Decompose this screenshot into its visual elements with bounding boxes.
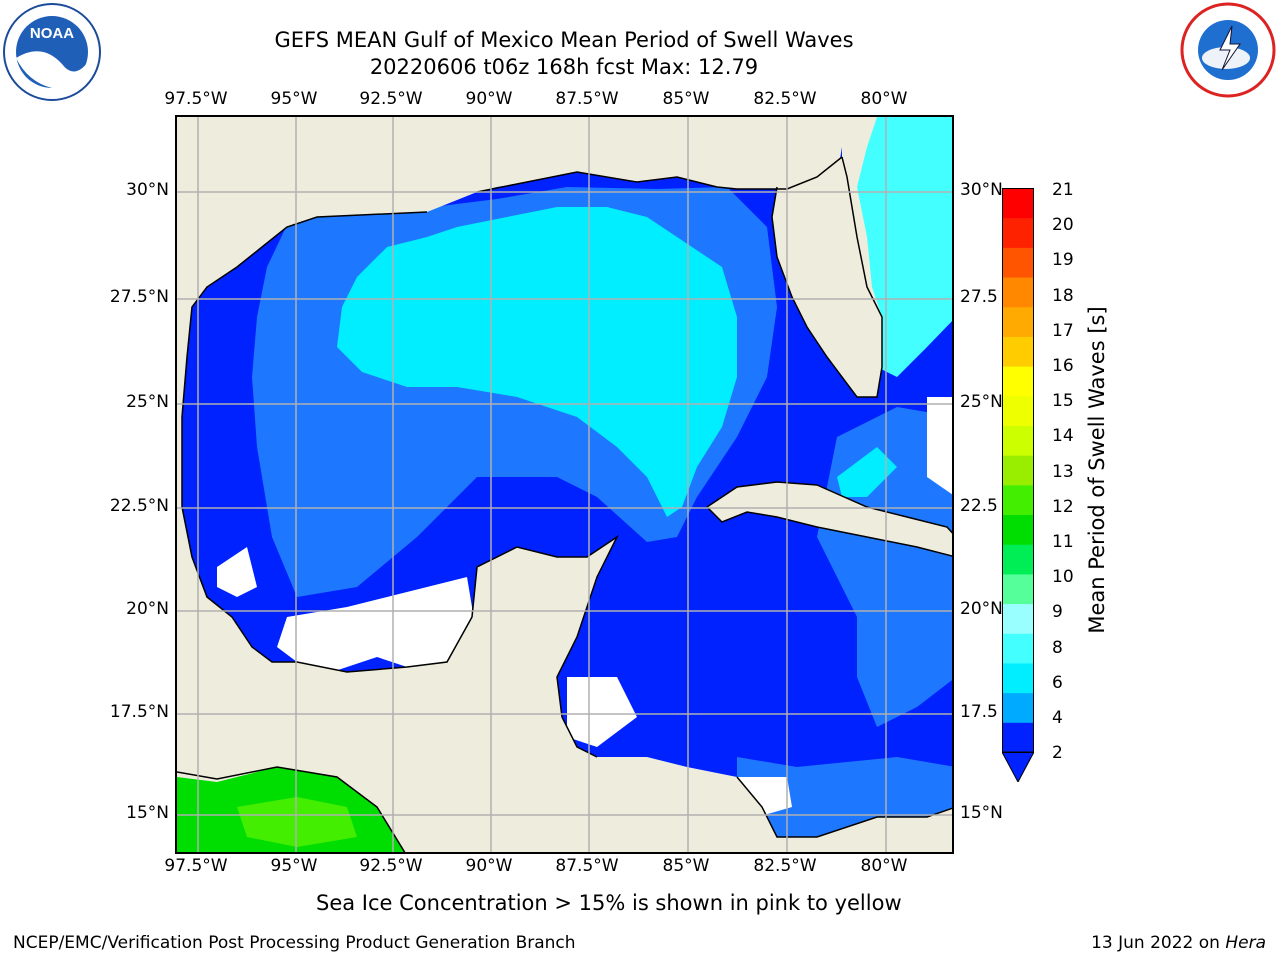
colorbar-segment [1002, 277, 1034, 308]
colorbar-tick-label: 14 [1052, 426, 1074, 447]
colorbar-segment [1002, 366, 1034, 397]
lat-label-right: 25°N [960, 392, 1003, 412]
colorbar-segment [1002, 633, 1034, 664]
map-svg [177, 117, 952, 852]
colorbar-segment [1002, 217, 1034, 248]
band-6-8s [337, 207, 737, 517]
colorbar-segment [1002, 544, 1034, 575]
lon-label-bottom: 85°W [662, 856, 710, 876]
colorbar-tick-label: 4 [1052, 708, 1063, 728]
band-6-8s-caribbean [837, 447, 897, 497]
colorbar-segment [1002, 603, 1034, 634]
colorbar-segment [1002, 306, 1034, 337]
gridlines [177, 117, 952, 852]
nodata-west [217, 547, 257, 597]
lon-label-top: 87.5°W [555, 89, 619, 109]
nws-logo [1178, 2, 1278, 98]
colorbar-segment [1002, 336, 1034, 367]
colorbar-tick-label: 17 [1052, 320, 1074, 341]
lat-label-left: 22.5°N [109, 496, 169, 516]
nodata-east [927, 397, 952, 495]
lat-label-right: 20°N [960, 599, 1003, 619]
map-panel [175, 115, 954, 854]
colorbar-tick-label: 18 [1052, 285, 1074, 306]
lon-label-bottom: 97.5°W [164, 856, 228, 876]
lon-label-top: 80°W [860, 89, 908, 109]
lon-label-top: 97.5°W [164, 89, 228, 109]
colorbar-tick-label: 21 [1052, 180, 1074, 200]
colorbar-tick-label: 12 [1052, 496, 1074, 517]
sea-ice-note: Sea Ice Concentration > 15% is shown in … [316, 891, 902, 915]
lon-label-top: 95°W [270, 89, 318, 109]
chart-subtitle: 20220606 t06z 168h fcst Max: 12.79 [369, 55, 759, 79]
colorbar-tick-label: 9 [1052, 602, 1063, 623]
noaa-logo-text: NOAA [30, 25, 74, 42]
colorbar-tick-label: 15 [1052, 391, 1074, 412]
lat-label-left: 27.5°N [109, 287, 169, 307]
lon-label-bottom: 82.5°W [753, 856, 817, 876]
lon-label-bottom: 92.5°W [359, 856, 423, 876]
colorbar-tick-label: 8 [1052, 637, 1063, 658]
colorbar-tick-label: 19 [1052, 250, 1074, 271]
lon-label-bottom: 87.5°W [555, 856, 619, 876]
lat-label-right: 17.5 [960, 702, 998, 722]
colorbar-segment [1002, 395, 1034, 426]
nodata-bay-campeche [277, 577, 477, 677]
footer-date: 13 Jun 2022 on Hera [1091, 933, 1266, 953]
lat-label-right: 22.5 [960, 496, 998, 516]
nodata-yucatan [567, 677, 637, 747]
land-cuba [707, 482, 952, 556]
colorbar-segment [1002, 484, 1034, 516]
lon-label-top: 92.5°W [359, 89, 423, 109]
pacific-12-13s [237, 797, 357, 847]
colorbar-segment [1002, 425, 1034, 456]
colorbar-tick-label: 13 [1052, 461, 1074, 482]
colorbar-segment [1002, 247, 1034, 278]
colorbar-segment [1002, 514, 1034, 545]
lon-label-top: 85°W [662, 89, 710, 109]
lat-label-right: 30°N [960, 180, 1003, 200]
nodata-honduras [737, 777, 792, 817]
lat-label-left: 30°N [126, 180, 169, 200]
lon-label-top: 90°W [465, 89, 513, 109]
chart-title: GEFS MEAN Gulf of Mexico Mean Period of … [274, 28, 854, 52]
colorbar-tick-label: 2 [1052, 743, 1063, 764]
lon-label-top: 82.5°W [753, 89, 817, 109]
footer-machine: Hera [1225, 933, 1266, 953]
noaa-logo: NOAA [2, 2, 102, 102]
colorbar-tick-label: 20 [1052, 215, 1074, 236]
lon-label-bottom: 95°W [270, 856, 318, 876]
footer-credit: NCEP/EMC/Verification Post Processing Pr… [13, 933, 576, 953]
colorbar-tick-label: 6 [1052, 672, 1063, 693]
land-florida [772, 117, 882, 397]
colorbar [1001, 188, 1035, 784]
colorbar-segment [1002, 692, 1034, 723]
colorbar-segment [1002, 722, 1034, 753]
coastlines [177, 156, 952, 852]
colorbar-tick-label: 16 [1052, 356, 1074, 376]
lat-label-right: 27.5 [960, 287, 998, 307]
colorbar-tick-label: 10 [1052, 567, 1074, 588]
lon-label-bottom: 90°W [465, 856, 513, 876]
lat-label-right: 15°N [960, 803, 1003, 823]
colorbar-svg [1001, 188, 1035, 784]
colorbar-segment [1002, 455, 1034, 486]
colorbar-segment [1002, 573, 1034, 605]
colorbar-segment [1002, 188, 1034, 219]
lat-label-left: 20°N [126, 599, 169, 619]
lat-label-left: 15°N [126, 803, 169, 823]
colorbar-title: Mean Period of Swell Waves [s] [1085, 306, 1109, 634]
band-6-8s-florida [842, 117, 952, 377]
colorbar-segment [1002, 662, 1034, 694]
lat-label-left: 17.5°N [109, 702, 169, 722]
colorbar-extend-arrow [1001, 751, 1035, 784]
lat-label-left: 25°N [126, 392, 169, 412]
lon-label-bottom: 80°W [860, 856, 908, 876]
colorbar-tick-label: 11 [1052, 532, 1074, 552]
